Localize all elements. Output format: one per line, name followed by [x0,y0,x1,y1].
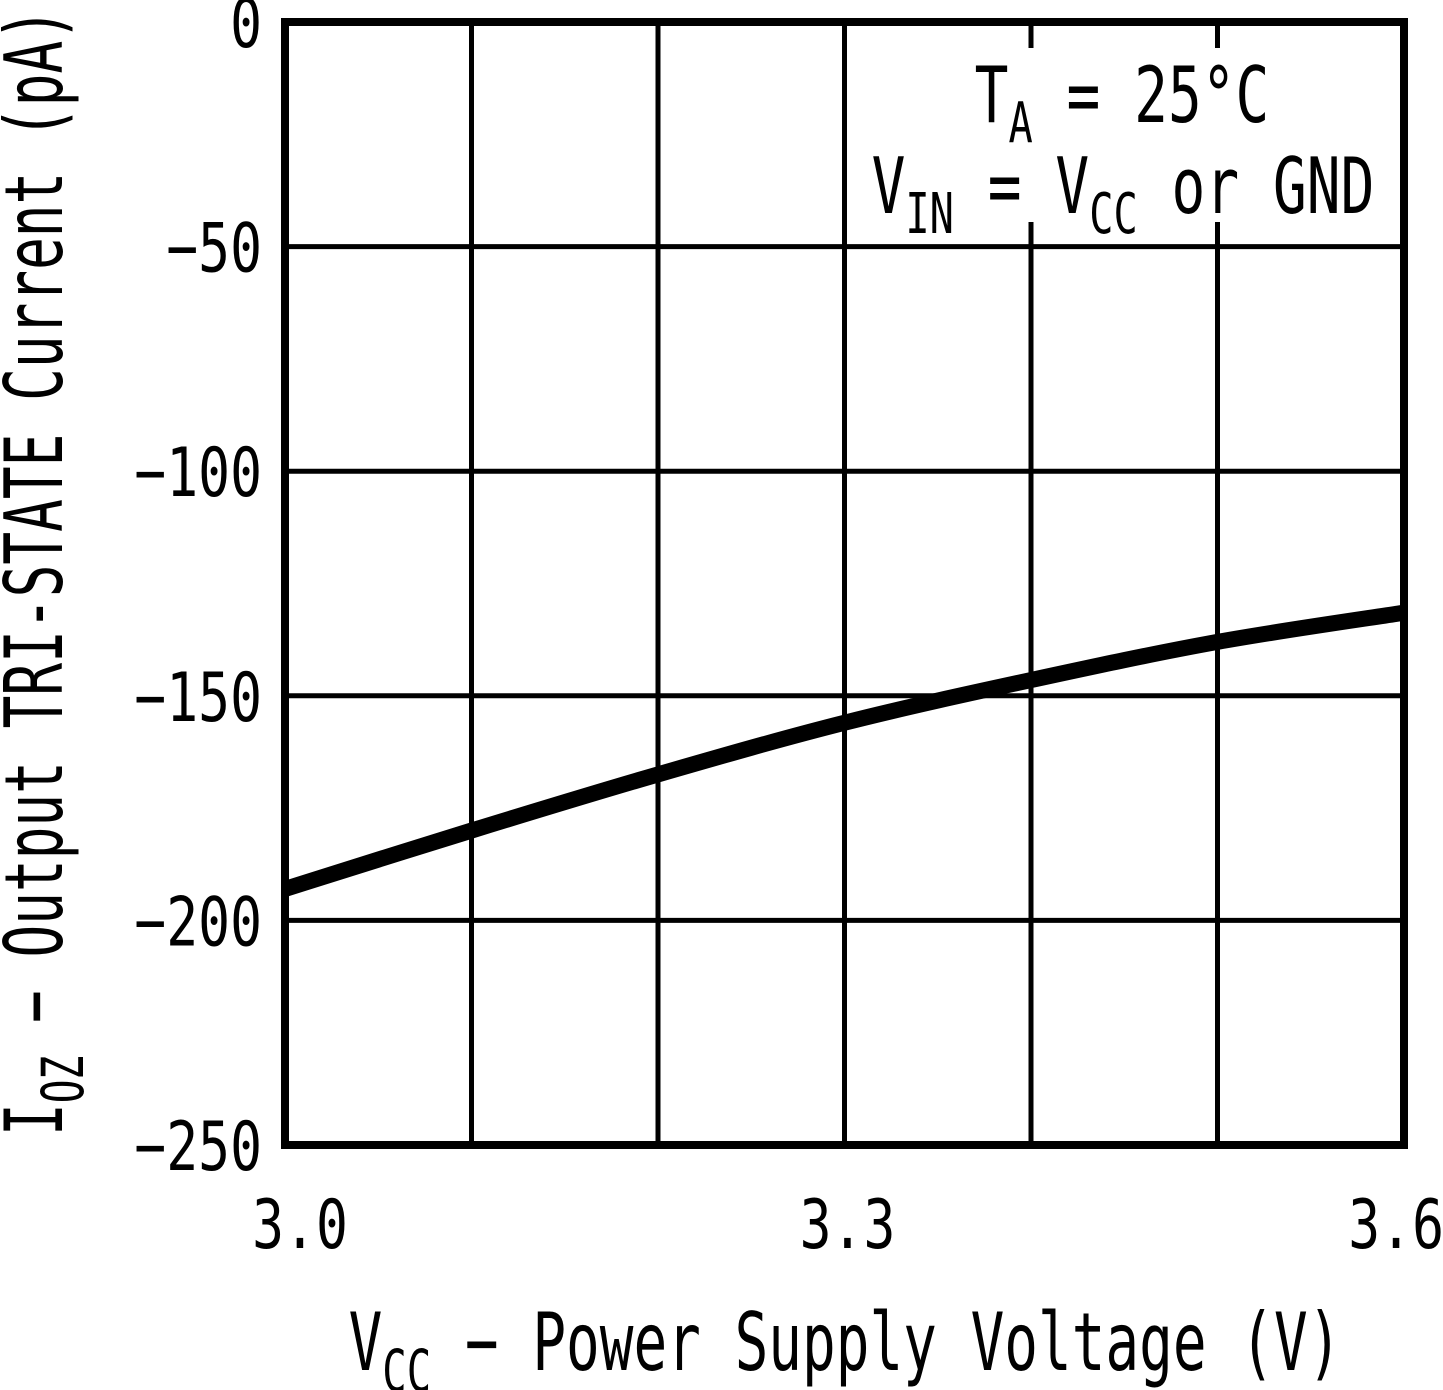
plot-border [281,18,1408,1149]
y-tick-label: −150 [134,658,262,737]
x-tick-label: 3.3 [800,1186,896,1265]
y-tick-label: 0 [230,0,262,64]
y-tick-label: −250 [134,1108,262,1187]
axes-frame [281,18,1408,1149]
test-condition-annotation: TA = 25°C [975,51,1270,156]
test-condition-annotation: VIN = VCC or GND [872,142,1375,247]
y-axis-title: IOZ − Output TRI-STATE Current (pA) [0,8,97,1136]
y-tick-label: −200 [134,883,262,962]
x-tick-label: 3.6 [1348,1186,1443,1265]
x-tick-label: 3.0 [252,1186,348,1265]
y-tick-label: −50 [166,209,262,288]
data-curve [282,604,1406,897]
x-axis-title: VCC − Power Supply Voltage (V) [349,1297,1342,1390]
data-curve-layer [282,604,1406,897]
annotation-mask-layer [855,48,1400,222]
annotation-mask [855,48,1400,222]
y-tick-label: −100 [134,434,262,513]
